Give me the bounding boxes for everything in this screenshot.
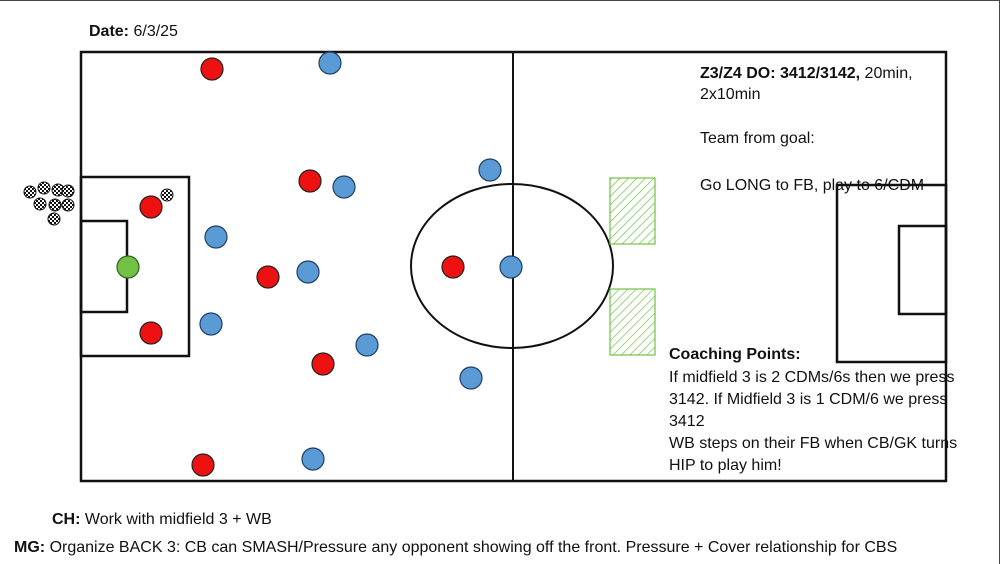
ball-icon xyxy=(48,198,62,212)
blue-player-marker xyxy=(459,366,483,390)
coaching-points-heading: Coaching Points: xyxy=(669,346,801,363)
blue-player-marker xyxy=(296,260,320,284)
red-player-marker xyxy=(139,195,163,219)
ball-icon xyxy=(37,181,51,195)
red-player-marker xyxy=(191,453,215,477)
coaching-point-line: 3142. If Midfield 3 is 1 CDM/6 we press xyxy=(669,391,948,408)
top-border xyxy=(0,0,1000,1)
session-title-line: Z3/Z4 DO: 3412/3142, 20min, xyxy=(700,65,913,82)
ball-icon xyxy=(33,197,47,211)
goalkeeper-marker xyxy=(116,255,140,279)
ball-icon xyxy=(61,184,75,198)
target-zone-lower xyxy=(609,288,656,356)
red-player-marker xyxy=(200,57,224,81)
ball-icon xyxy=(47,212,61,226)
blue-player-marker xyxy=(499,255,523,279)
blue-player-marker xyxy=(332,175,356,199)
red-player-marker xyxy=(311,352,335,376)
red-player-marker xyxy=(298,169,322,193)
session-duration: 2x10min xyxy=(700,86,761,103)
red-player-marker xyxy=(256,265,280,289)
team-from-goal: Team from goal: xyxy=(700,130,815,147)
ball-pile xyxy=(23,181,75,226)
session-instruction: Go LONG to FB, play to 6/CDM xyxy=(700,177,925,194)
red-player-marker xyxy=(139,321,163,345)
right-penalty-box xyxy=(835,183,948,364)
blue-player-marker xyxy=(318,51,342,75)
coaching-point-line: 3412 xyxy=(669,413,705,430)
blue-player-marker xyxy=(204,225,228,249)
mg-note: MG: Organize BACK 3: CB can SMASH/Pressu… xyxy=(14,539,898,556)
blue-team xyxy=(199,51,523,471)
target-zone-upper xyxy=(609,177,656,245)
coaching-point-line: HIP to play him! xyxy=(669,457,782,474)
ch-note: CH: Work with midfield 3 + WB xyxy=(52,511,272,528)
ball-icon xyxy=(61,198,75,212)
blue-player-marker xyxy=(199,312,223,336)
coaching-point-line: WB steps on their FB when CB/GK turns xyxy=(669,435,958,452)
center-circle xyxy=(410,183,614,349)
blue-player-marker xyxy=(478,158,502,182)
coaching-point-line: If midfield 3 is 2 CDMs/6s then we press xyxy=(669,369,955,386)
session-date: Date: 6/3/25 xyxy=(89,23,178,40)
red-team xyxy=(139,57,465,477)
blue-player-marker xyxy=(355,333,379,357)
red-player-marker xyxy=(441,255,465,279)
right-goal-box xyxy=(897,224,948,316)
blue-player-marker xyxy=(301,447,325,471)
ball-icon xyxy=(160,188,174,202)
ball-icon xyxy=(23,185,37,199)
